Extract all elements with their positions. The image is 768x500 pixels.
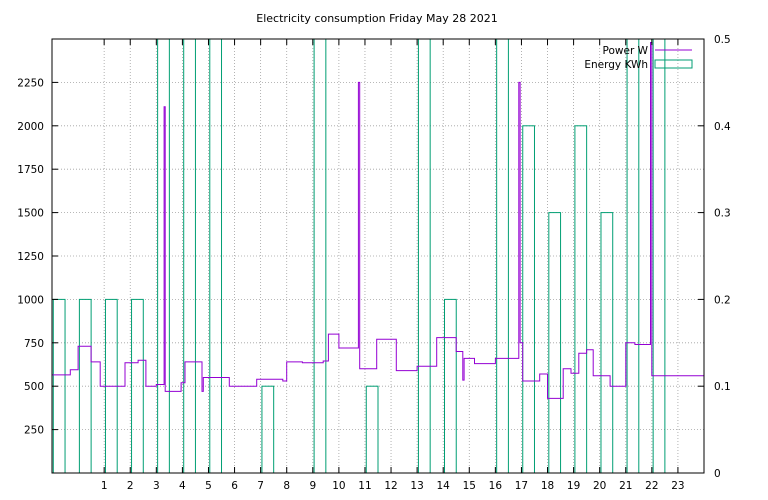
- x-tick-label: 21: [619, 480, 632, 492]
- x-tick-label: 20: [593, 480, 606, 492]
- y-tick-label: 750: [24, 338, 44, 350]
- x-tick-label: 7: [257, 480, 264, 492]
- y2-tick-label: 0.4: [714, 121, 731, 133]
- x-tick-label: 15: [463, 480, 476, 492]
- y-tick-label: 1250: [17, 251, 44, 263]
- legend-label-energy: Energy KWh: [584, 59, 648, 71]
- legend: Power W Energy KWh: [584, 45, 693, 71]
- y2-tick-label: 0.5: [714, 34, 731, 46]
- legend-swatch-energy: [654, 59, 693, 69]
- x-tick-label: 9: [309, 480, 316, 492]
- y2-tick-label: 0.1: [714, 381, 731, 393]
- y-tick-label: 2250: [17, 77, 44, 89]
- x-tick-label: 14: [437, 480, 451, 492]
- x-tick-label: 10: [332, 480, 345, 492]
- y-tick-label: 2000: [17, 121, 44, 133]
- y2-tick-label: 0: [714, 468, 721, 480]
- x-tick-label: 16: [489, 480, 503, 492]
- y-tick-label: 1750: [17, 164, 44, 176]
- y-tick-label: 500: [24, 381, 44, 393]
- y-tick-label: 1500: [17, 208, 44, 220]
- x-tick-label: 1: [101, 480, 108, 492]
- x-tick-label: 23: [671, 480, 684, 492]
- chart-title: Electricity consumption Friday May 28 20…: [256, 12, 497, 25]
- y-tick-label: 250: [24, 425, 44, 437]
- y2-tick-label: 0.3: [714, 208, 731, 220]
- x-tick-label: 6: [231, 480, 238, 492]
- x-tick-label: 11: [358, 480, 371, 492]
- x-tick-label: 8: [283, 480, 290, 492]
- x-tick-label: 2: [127, 480, 134, 492]
- x-tick-label: 19: [567, 480, 580, 492]
- x-tick-label: 22: [645, 480, 658, 492]
- energy-box: [652, 38, 666, 474]
- y-tick-label: 1000: [17, 294, 44, 306]
- power-series: [52, 42, 704, 399]
- x-tick-label: 3: [153, 480, 160, 492]
- x-tick-label: 18: [541, 480, 554, 492]
- y2-tick-label: 0.2: [714, 294, 731, 306]
- x-tick-label: 17: [515, 480, 528, 492]
- x-tick-label: 13: [410, 480, 423, 492]
- axis-ticks: 1 2 3 4 5 6 7 8 9 10 11 12 13 14 15 16 17 18 19 20 21 22 23250…: [17, 34, 731, 492]
- power-line: [52, 42, 704, 399]
- x-tick-label: 12: [384, 480, 397, 492]
- x-tick-label: 5: [205, 480, 212, 492]
- x-tick-label: 4: [179, 480, 186, 492]
- gridlines: [52, 39, 704, 473]
- legend-label-power: Power W: [603, 45, 649, 57]
